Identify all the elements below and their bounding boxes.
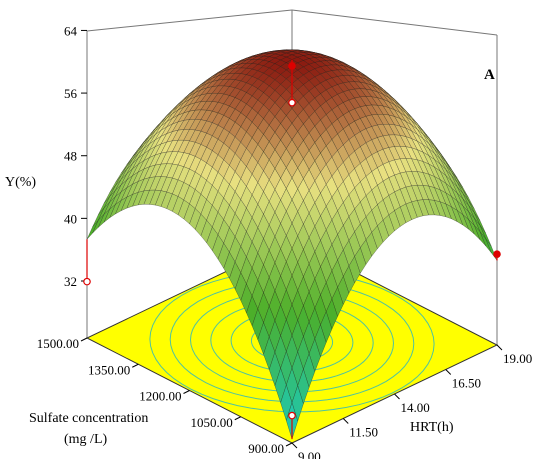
y-tick xyxy=(183,390,190,394)
x-tick-label: 16.50 xyxy=(452,376,481,391)
z-tick-label: 56 xyxy=(64,86,78,101)
design-points xyxy=(83,59,501,440)
design-point xyxy=(288,411,296,420)
z-tick-label: 40 xyxy=(64,211,77,226)
x-tick xyxy=(445,369,452,375)
y-tick xyxy=(285,442,293,447)
y-axis: 900.00 1050.00 1200.00 1350.00 1500.00 xyxy=(37,336,293,456)
design-point xyxy=(83,277,91,286)
z-axis: 32 40 48 56 64 xyxy=(64,23,87,289)
y-tick-label: 1500.00 xyxy=(37,336,79,351)
frame-line-1 xyxy=(86,9,293,32)
x-axis-label: HRT(h) xyxy=(410,420,454,435)
z-tick-label: 48 xyxy=(64,149,77,164)
response-surface xyxy=(86,49,498,440)
frame-line-2 xyxy=(291,9,498,36)
x-tick xyxy=(496,344,503,351)
y-tick-label: 900.00 xyxy=(248,441,284,456)
y-axis-label-line1: Sulfate concentration xyxy=(29,411,148,426)
x-tick-label: 9.00 xyxy=(298,449,321,459)
z-tick-label: 64 xyxy=(64,23,78,38)
y-tick-label: 1050.00 xyxy=(191,415,233,430)
design-point xyxy=(493,250,501,258)
y-tick-label: 1350.00 xyxy=(88,362,130,377)
x-tick xyxy=(291,442,298,449)
panel-label: A xyxy=(484,67,495,83)
x-tick-label: 14.00 xyxy=(401,400,430,415)
y-tick xyxy=(80,337,88,342)
x-tick-label: 19.00 xyxy=(503,351,532,366)
x-tick xyxy=(342,418,349,424)
y-tick xyxy=(132,363,139,368)
z-axis-label: Y(%) xyxy=(5,175,36,190)
design-point xyxy=(288,98,296,107)
y-tick xyxy=(234,416,241,421)
x-tick-label: 11.50 xyxy=(349,425,378,440)
y-axis-label-line2: (mg /L) xyxy=(64,432,107,447)
z-tick-label: 32 xyxy=(64,274,77,289)
surface-cell xyxy=(86,219,99,240)
y-tick-label: 1200.00 xyxy=(139,389,181,404)
x-axis: 9.00 11.50 14.00 16.50 19.00 xyxy=(291,344,532,459)
x-tick xyxy=(394,393,400,400)
